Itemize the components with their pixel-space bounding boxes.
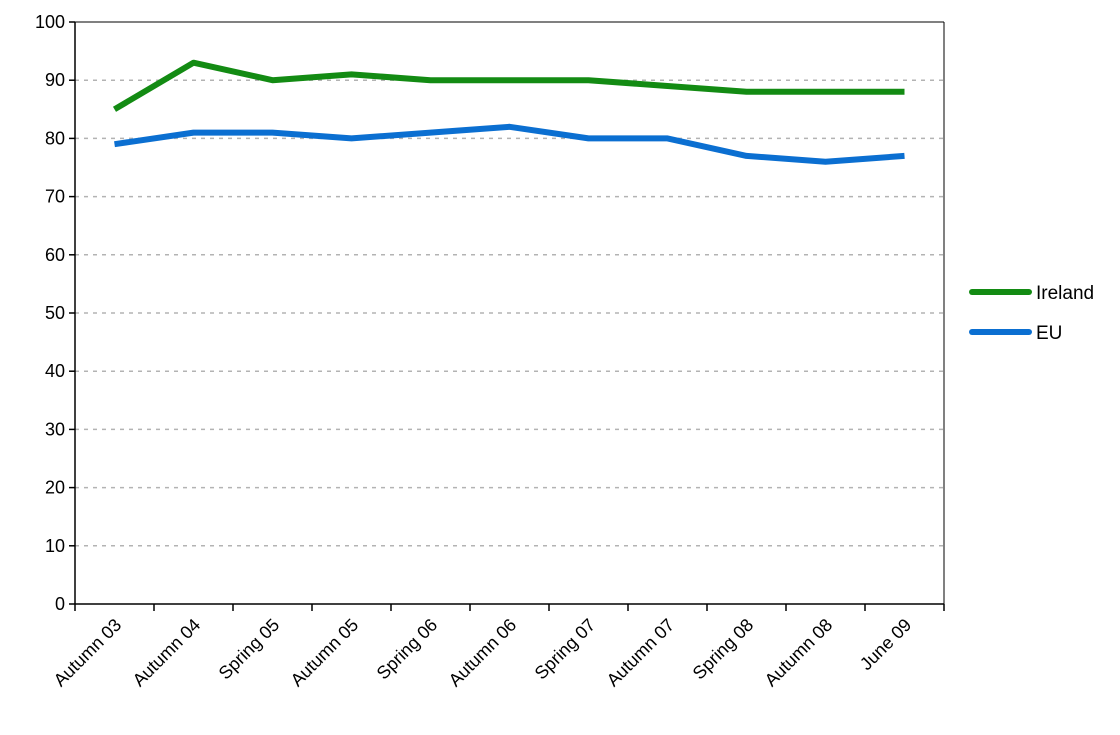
x-tick-label: Autumn 04 bbox=[129, 615, 205, 691]
gridlines bbox=[75, 79, 944, 547]
series-line-ireland bbox=[112, 59, 905, 112]
y-tick-label: 0 bbox=[55, 594, 65, 614]
y-tick-label: 70 bbox=[45, 187, 65, 207]
x-tick-label: Autumn 08 bbox=[761, 615, 837, 691]
y-tick-label: 90 bbox=[45, 70, 65, 90]
x-tick-label: Autumn 07 bbox=[603, 615, 679, 691]
x-tick-label: Autumn 05 bbox=[287, 615, 363, 691]
y-tick-label: 10 bbox=[45, 536, 65, 556]
x-tick-label: Autumn 06 bbox=[445, 615, 521, 691]
x-tick-label: Spring 08 bbox=[689, 615, 758, 684]
y-tick-label: 20 bbox=[45, 478, 65, 498]
y-tick-label: 50 bbox=[45, 303, 65, 323]
series-line-eu bbox=[114, 123, 905, 165]
y-axis-ticks: 0 10 20 30 40 50 60 70 80 90 100 bbox=[35, 12, 75, 614]
series-lines bbox=[112, 59, 905, 165]
y-tick-label: 100 bbox=[35, 12, 65, 32]
y-tick-label: 60 bbox=[45, 245, 65, 265]
y-tick-label: 30 bbox=[45, 419, 65, 439]
y-tick-label: 80 bbox=[45, 128, 65, 148]
legend-label: EU bbox=[1036, 323, 1062, 344]
x-tick-label: Spring 07 bbox=[531, 615, 600, 684]
x-tick-label: Spring 05 bbox=[215, 615, 284, 684]
x-tick-label: Spring 06 bbox=[373, 615, 442, 684]
y-tick-label: 40 bbox=[45, 361, 65, 381]
legend-label: Ireland bbox=[1036, 283, 1094, 304]
x-tick-label: Autumn 03 bbox=[50, 615, 126, 691]
legend: Ireland EU bbox=[969, 283, 1094, 344]
x-axis-ticks: Autumn 03 Autumn 04 Spring 05 Autumn 05 Spri… bbox=[50, 604, 945, 691]
x-tick-label: June 09 bbox=[856, 615, 915, 674]
